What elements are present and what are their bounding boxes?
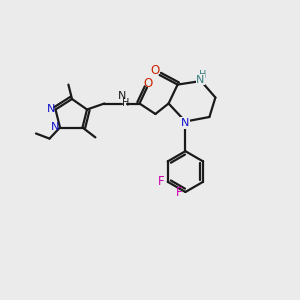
- Text: F: F: [158, 175, 164, 188]
- Text: N: N: [51, 122, 59, 133]
- Text: N: N: [46, 104, 55, 114]
- Text: O: O: [151, 64, 160, 77]
- Text: F: F: [176, 186, 182, 199]
- Text: N: N: [118, 91, 126, 101]
- Text: N: N: [181, 118, 189, 128]
- Text: H: H: [122, 98, 130, 108]
- Text: H: H: [199, 70, 206, 80]
- Text: N: N: [196, 75, 205, 85]
- Text: O: O: [144, 77, 153, 90]
